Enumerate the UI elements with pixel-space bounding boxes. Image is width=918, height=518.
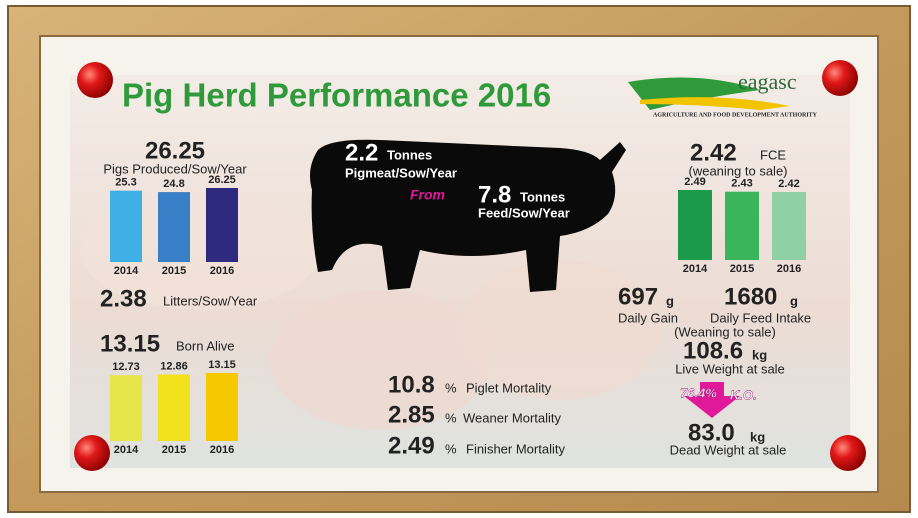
bar-value-label: 12.86 — [160, 360, 188, 372]
stat-unit: Tonnes — [520, 189, 565, 204]
stat-note: (weaning to sale) — [689, 163, 788, 178]
stat-label: Feed/Sow/Year — [478, 205, 570, 220]
ko-label: K.O. — [730, 387, 757, 402]
stat-value: 2.2 — [345, 139, 378, 166]
stat-value: 13.15 — [100, 330, 160, 357]
bar-year-label: 2016 — [777, 263, 801, 275]
bar — [110, 375, 142, 441]
stat-label: Litters/Sow/Year — [163, 293, 258, 308]
bar-value-label: 2.43 — [731, 178, 752, 190]
bar-year-label: 2014 — [114, 444, 139, 456]
bar-value-label: 24.8 — [163, 178, 184, 190]
stat-label: Piglet Mortality — [466, 380, 552, 395]
stat-unit: kg — [750, 429, 765, 444]
bar — [110, 190, 142, 262]
bar-charts: 25.3 2014 24.8 2015 26.25 2016 12.73 2014 12.86 2… — [110, 174, 806, 456]
pin — [822, 60, 858, 96]
bar-year-label: 2015 — [162, 444, 186, 456]
pig-silhouette — [310, 139, 626, 292]
bar-value-label: 2.42 — [778, 178, 799, 190]
bar — [772, 191, 806, 260]
bar-value-label: 13.15 — [208, 359, 236, 371]
bar — [206, 188, 238, 262]
stat-value: 697 — [618, 283, 658, 310]
bar — [158, 192, 190, 262]
stat-value: 2.49 — [388, 432, 435, 459]
pin — [77, 62, 113, 98]
bar — [725, 191, 759, 260]
stat-unit: % — [445, 380, 457, 395]
stat-value: 2.85 — [388, 401, 435, 428]
pig-photo — [460, 260, 660, 400]
stat-label: Weaner Mortality — [463, 410, 562, 425]
bar-year-label: 2016 — [210, 265, 234, 277]
bar — [158, 374, 190, 441]
stat-value: 7.8 — [478, 181, 511, 208]
bar-value-label: 12.73 — [112, 361, 140, 373]
ko-arrow — [684, 382, 740, 418]
stat-label: Daily Gain — [618, 310, 678, 325]
stat-unit: % — [445, 441, 457, 456]
bar-year-label: 2014 — [683, 263, 708, 275]
stat-unit: g — [790, 293, 798, 308]
stat-value: 10.8 — [388, 371, 435, 398]
bar-year-label: 2014 — [114, 265, 139, 277]
stat-label: Pigmeat/Sow/Year — [345, 165, 457, 180]
stat-label: Live Weight at sale — [675, 361, 785, 376]
bar-year-label: 2015 — [162, 265, 186, 277]
stat-value: 2.42 — [690, 139, 737, 166]
stat-note: (Weaning to sale) — [674, 324, 776, 339]
bar-value-label: 2.49 — [684, 176, 705, 188]
stat-value: 83.0 — [688, 419, 735, 446]
pig-photo — [270, 290, 490, 430]
stat-label: Daily Feed Intake — [710, 310, 811, 325]
title: Pig Herd Performance 2016 — [122, 77, 551, 114]
stat-value: 1680 — [724, 283, 777, 310]
stat-unit: g — [666, 293, 674, 308]
logo-subtitle: AGRICULTURE AND FOOD DEVELOPMENT AUTHORI… — [653, 112, 818, 118]
from-label: From — [410, 187, 445, 203]
stat-unit: kg — [752, 347, 767, 362]
bar-value-label: 26.25 — [208, 174, 236, 186]
stat-unit: Tonnes — [387, 147, 432, 162]
stat-unit: % — [445, 410, 457, 425]
bar-year-label: 2016 — [210, 444, 234, 456]
bar-value-label: 25.3 — [115, 177, 136, 189]
bar — [206, 373, 238, 441]
logo-swoosh — [640, 97, 790, 110]
stat-value: 26.25 — [145, 137, 205, 164]
bar — [678, 190, 712, 260]
stat-label: Born Alive — [176, 338, 235, 353]
stat-value: 2.38 — [100, 285, 147, 312]
ko-value: 76.4% — [680, 385, 717, 400]
stat-value: 108.6 — [683, 337, 743, 364]
pin — [74, 435, 110, 471]
stat-label: Dead Weight at sale — [670, 442, 787, 457]
pin — [830, 435, 866, 471]
stat-unit: FCE — [760, 147, 786, 162]
stat-label: Finisher Mortality — [466, 441, 565, 456]
bar-year-label: 2015 — [730, 263, 754, 275]
stat-label: Pigs Produced/Sow/Year — [103, 161, 247, 176]
logo: eagasc — [738, 69, 797, 94]
